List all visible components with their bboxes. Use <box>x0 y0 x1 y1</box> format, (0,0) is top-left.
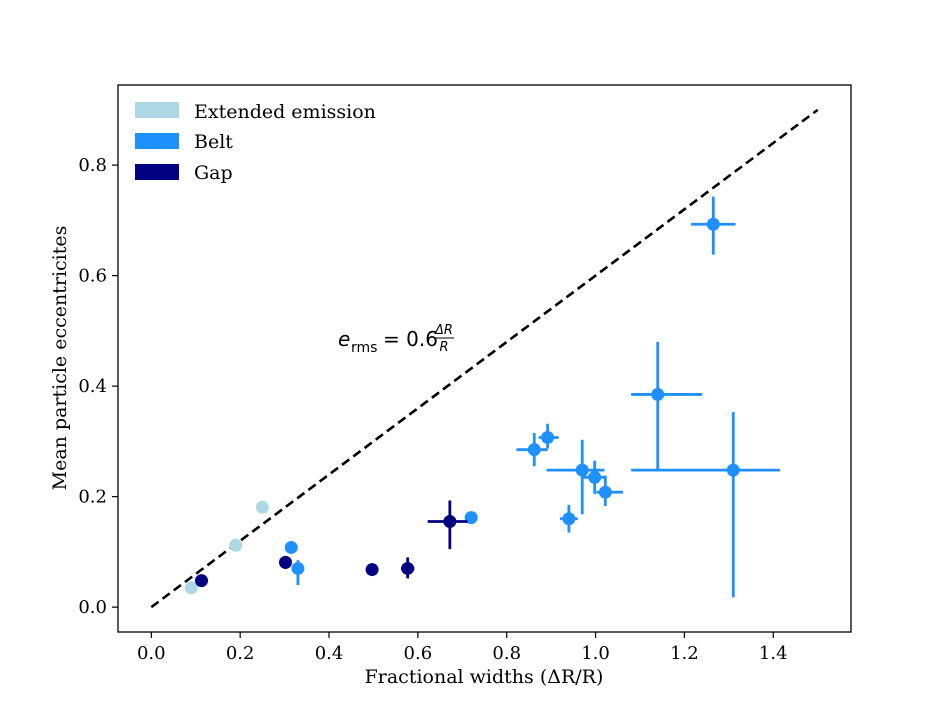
point-extended-emission <box>229 538 243 552</box>
data-marker <box>365 563 379 577</box>
legend: Extended emission Belt Gap <box>135 101 376 184</box>
data-marker <box>598 485 612 499</box>
point-belt <box>284 540 298 554</box>
data-marker <box>284 540 298 554</box>
x-tick-label: 0.0 <box>137 643 166 664</box>
data-marker <box>464 511 478 525</box>
point-belt <box>464 511 478 525</box>
point-belt <box>291 560 305 586</box>
x-axis-label: Fractional widths (ΔR/R) <box>365 666 604 688</box>
legend-item-gap: Gap <box>135 162 233 184</box>
data-marker <box>291 561 305 575</box>
data-marker <box>184 581 198 595</box>
annotation-equals: = 0.6 <box>383 327 438 351</box>
reference-line-annotation: e rms = 0.6 ΔR R <box>338 323 454 356</box>
legend-swatch-belt <box>135 133 179 149</box>
point-belt <box>581 460 606 494</box>
x-tick-label: 0.6 <box>404 643 433 664</box>
y-tick-label: 0.4 <box>78 376 107 397</box>
data-points-group <box>184 196 780 598</box>
data-marker <box>706 217 720 231</box>
point-extended-emission <box>184 581 198 595</box>
legend-swatch-extended-emission <box>135 102 179 118</box>
data-marker <box>562 512 576 526</box>
x-tick-label: 0.4 <box>315 643 344 664</box>
data-marker <box>541 431 555 445</box>
point-gap <box>400 557 415 579</box>
data-marker <box>255 500 269 514</box>
x-tick-label: 1.2 <box>670 643 699 664</box>
reference-line <box>150 108 819 609</box>
point-gap <box>365 563 379 577</box>
legend-label-belt: Belt <box>194 131 233 153</box>
data-marker <box>229 538 243 552</box>
data-marker <box>401 561 415 575</box>
point-belt <box>516 433 548 467</box>
y-tick-label: 0.6 <box>78 266 107 287</box>
x-tick-label: 0.8 <box>492 643 521 664</box>
y-tick-label: 0.8 <box>78 155 107 176</box>
y-axis-ticks: 0.0 0.2 0.4 0.6 0.8 <box>78 155 118 618</box>
point-belt <box>631 341 703 470</box>
y-tick-label: 0.2 <box>78 487 107 508</box>
data-marker <box>588 470 602 484</box>
point-belt <box>691 196 736 255</box>
legend-label-extended-emission: Extended emission <box>194 101 376 123</box>
point-belt <box>538 423 559 449</box>
point-extended-emission <box>255 500 269 514</box>
x-tick-label: 1.0 <box>581 643 610 664</box>
point-gap <box>195 574 209 588</box>
point-gap <box>278 555 292 570</box>
reference-line-group <box>150 108 819 609</box>
legend-swatch-gap <box>135 164 179 180</box>
point-belt <box>596 475 624 507</box>
legend-item-extended-emission: Extended emission <box>135 101 376 123</box>
x-axis-ticks: 0.0 0.2 0.4 0.6 0.8 1.0 1.2 1.4 <box>137 632 788 664</box>
data-marker <box>278 555 292 569</box>
point-gap <box>427 500 468 550</box>
x-tick-label: 0.2 <box>226 643 255 664</box>
legend-label-gap: Gap <box>194 162 233 184</box>
data-marker <box>195 574 209 588</box>
data-marker <box>575 463 589 477</box>
annotation-e: e <box>338 327 350 351</box>
legend-item-belt: Belt <box>135 131 233 153</box>
data-marker <box>527 443 541 457</box>
y-axis-label: Mean particle eccentricites <box>49 226 71 491</box>
annotation-subscript: rms <box>351 340 377 356</box>
data-marker <box>443 514 457 528</box>
y-tick-label: 0.0 <box>78 597 107 618</box>
annotation-denominator: R <box>439 340 448 355</box>
point-belt <box>560 504 578 533</box>
point-belt <box>631 412 780 598</box>
plot-border <box>117 84 852 633</box>
annotation-numerator: ΔR <box>434 323 453 338</box>
data-marker <box>651 387 665 401</box>
data-marker <box>726 463 740 477</box>
x-tick-label: 1.4 <box>759 643 788 664</box>
